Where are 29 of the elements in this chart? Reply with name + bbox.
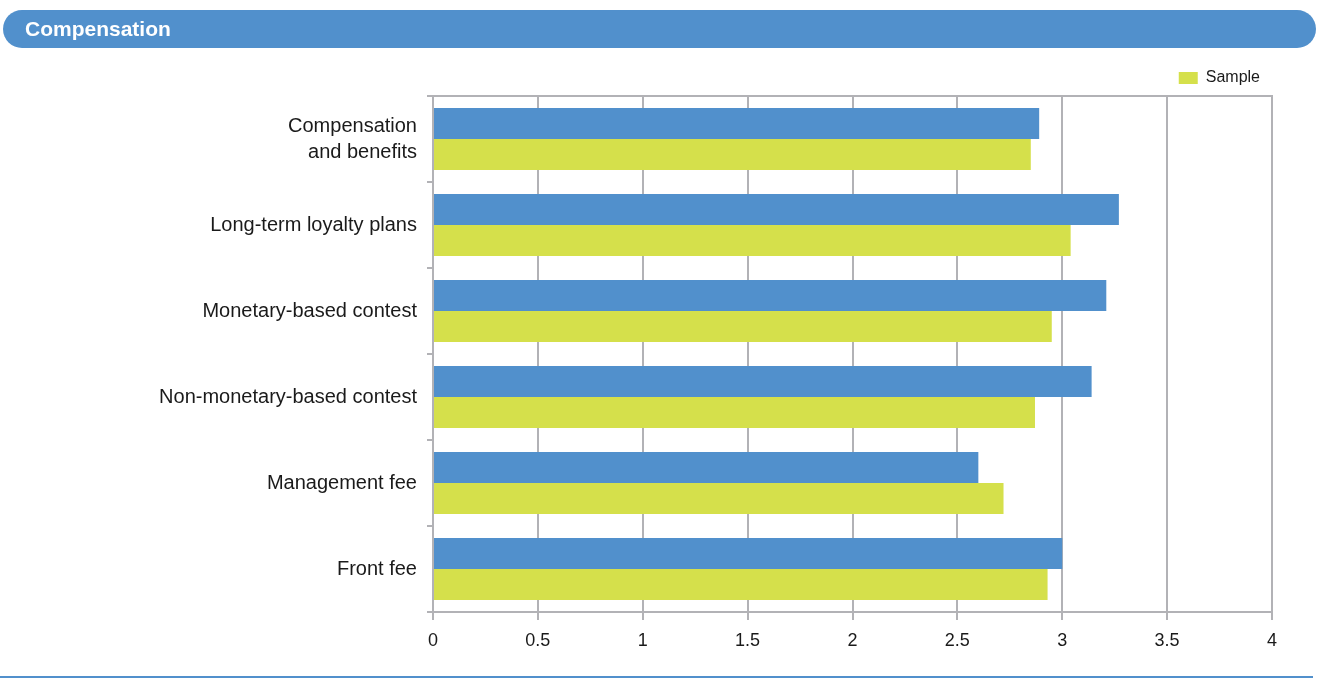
bar	[434, 108, 1040, 139]
y-tick-label: Compensation and benefits	[288, 113, 417, 162]
x-tick-label: 0.5	[525, 629, 551, 650]
bar	[434, 225, 1071, 256]
bar	[434, 311, 1052, 342]
x-tick-label: 4	[1266, 629, 1278, 650]
bar	[434, 139, 1031, 170]
legend-label: Sample	[1205, 68, 1261, 86]
bar	[434, 194, 1119, 225]
bar	[434, 366, 1092, 397]
x-tick-label: 0	[427, 629, 439, 650]
y-tick-label: Monetary-based contest	[202, 298, 418, 321]
x-tick-label: 1	[637, 629, 648, 650]
y-tick-label: Management fee	[266, 470, 417, 493]
y-tick-label: Non-monetary-based contest	[159, 384, 418, 407]
bar	[434, 483, 1004, 514]
bar	[434, 397, 1035, 428]
y-tick-label: Long-term loyalty plans	[210, 212, 417, 235]
bar	[434, 280, 1107, 311]
bar	[434, 538, 1063, 569]
x-tick-label: 2	[847, 629, 858, 650]
text: Compensation	[25, 17, 171, 41]
x-tick-label: 3	[1057, 629, 1068, 650]
y-tick-label: Front fee	[336, 556, 417, 579]
bar	[434, 452, 979, 483]
x-tick-label: 1.5	[735, 629, 761, 650]
x-tick-label: 2.5	[944, 629, 970, 650]
x-tick-label: 3.5	[1154, 629, 1180, 650]
bar	[434, 569, 1048, 600]
